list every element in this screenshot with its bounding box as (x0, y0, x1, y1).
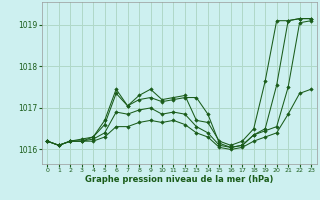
X-axis label: Graphe pression niveau de la mer (hPa): Graphe pression niveau de la mer (hPa) (85, 175, 273, 184)
